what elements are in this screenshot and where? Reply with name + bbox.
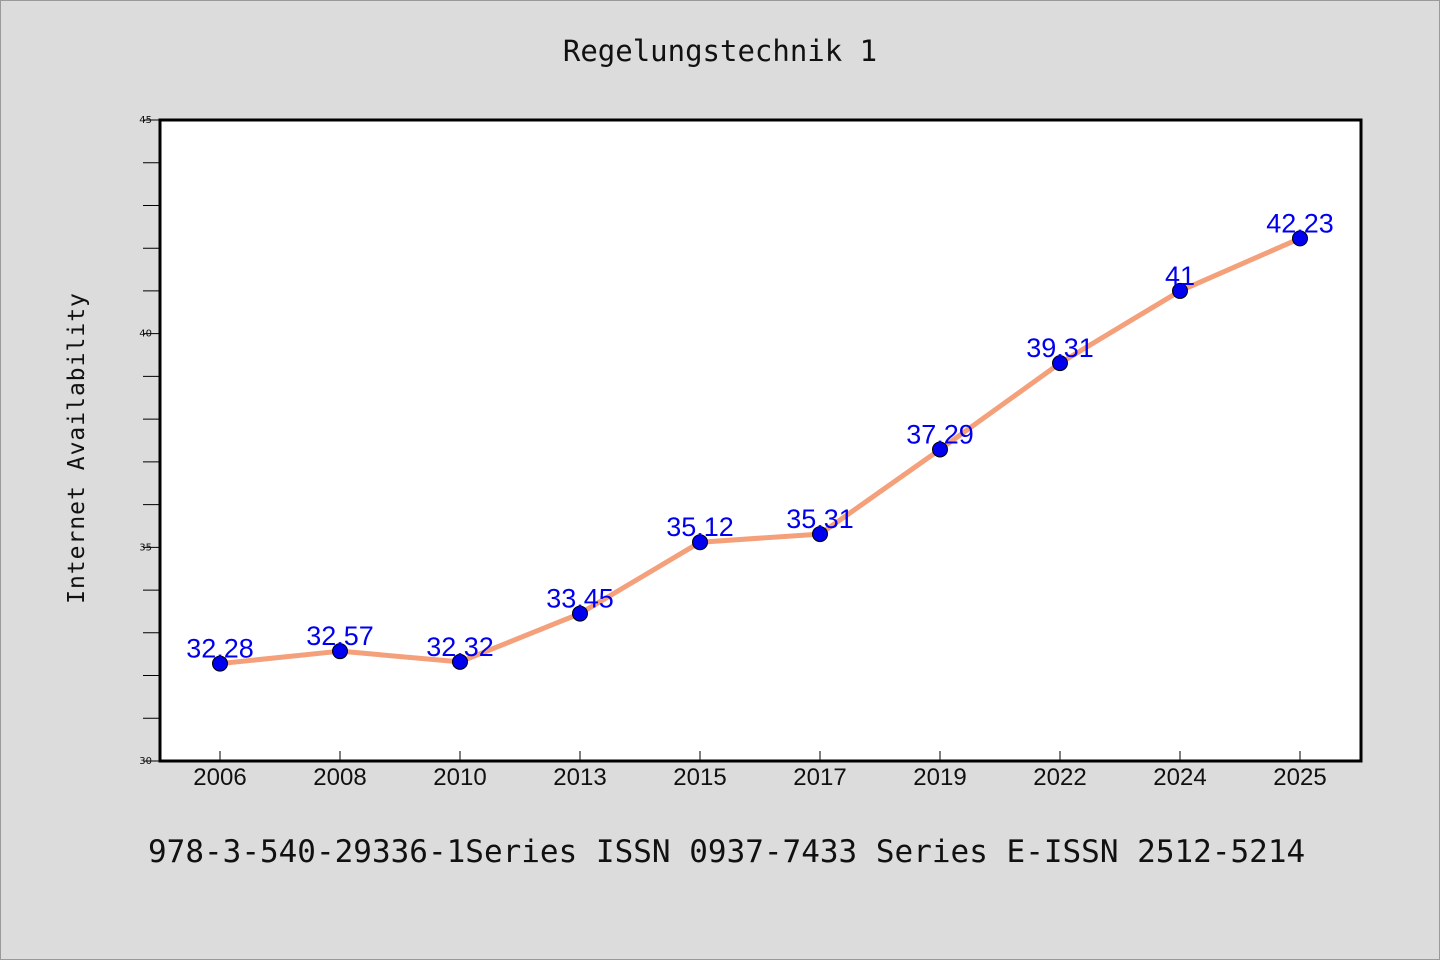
y-tick-label: 40: [139, 329, 152, 340]
data-point: [692, 534, 708, 551]
x-tick-label: 2015: [673, 764, 726, 791]
y-tick-label: 35: [139, 542, 152, 553]
x-tick-label: 2019: [913, 764, 966, 791]
data-point: [812, 526, 828, 543]
x-tick-label: 2010: [433, 764, 486, 791]
data-label: 32.28: [186, 634, 254, 664]
data-label: 42.23: [1266, 208, 1334, 238]
plot-border: [158, 118, 1363, 763]
x-tick-label: 2025: [1273, 764, 1326, 791]
x-tick-label: 2022: [1033, 764, 1086, 791]
data-label: 37.29: [906, 419, 974, 449]
data-label: 35.31: [786, 504, 854, 534]
data-label: 39.31: [1026, 333, 1094, 363]
data-label: 41: [1165, 261, 1195, 291]
data-point: [1052, 355, 1068, 372]
data-point: [212, 655, 228, 672]
x-tick-label: 2017: [793, 764, 846, 791]
x-tick-label: 2006: [193, 764, 246, 791]
series-line: [217, 235, 1303, 667]
data-label: 32.57: [306, 621, 374, 651]
x-tick-label: 2024: [1153, 764, 1206, 791]
chart-title: Regelungstechnik 1: [562, 34, 878, 68]
data-point: [572, 605, 588, 622]
data-point: [1292, 230, 1308, 247]
data-point: [332, 643, 348, 660]
data-label: 33.45: [546, 584, 614, 614]
x-tick-label: 2008: [313, 764, 366, 791]
x-tick-label: 2013: [553, 764, 606, 791]
data-label: 35.12: [666, 512, 734, 542]
data-label: 32.32: [426, 632, 494, 662]
footer-isbn-issn: 978-3-540-29336-1Series ISSN 0937-7433 S…: [148, 834, 1306, 870]
data-point: [1172, 282, 1188, 299]
y-tick-label: 30: [139, 756, 152, 767]
data-point: [932, 441, 948, 458]
plot-area: [160, 120, 1361, 761]
y-tick-label: 45: [139, 115, 152, 126]
data-point: [452, 653, 468, 670]
